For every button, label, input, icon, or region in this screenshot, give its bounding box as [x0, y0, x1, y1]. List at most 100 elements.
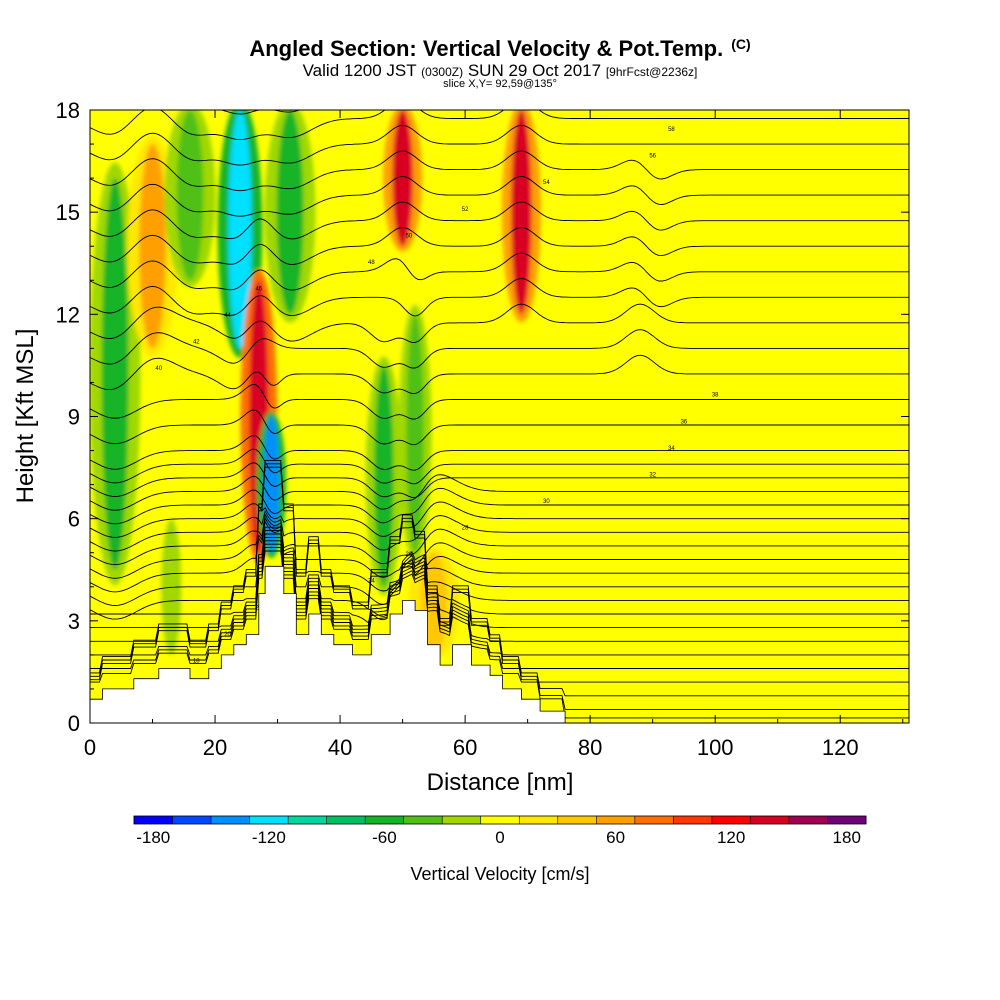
theta-contour-33	[90, 110, 909, 141]
colorbar-swatch-17	[788, 816, 828, 824]
y-tick-label-3: 9	[68, 405, 80, 430]
theta-label-9: 34	[668, 446, 675, 452]
theta-contour-8	[90, 533, 909, 624]
theta-label-2: 20	[224, 632, 231, 638]
velocity-core-8	[374, 365, 394, 587]
colorbar-tick-label-3: 0	[495, 828, 504, 847]
theta-label-5: 26	[406, 552, 413, 558]
theta-contour-20	[90, 435, 909, 471]
y-tick-label-5: 15	[56, 200, 80, 225]
velocity-core-7	[276, 110, 304, 315]
colorbar-swatch-13	[634, 816, 674, 824]
forecast-label: [9hrFcst@2236z]	[605, 65, 698, 79]
theta-label-18: 52	[462, 207, 469, 213]
x-tick-label-4: 80	[578, 735, 602, 760]
colorbar-swatch-4	[288, 816, 327, 824]
x-tick-label-3: 60	[453, 735, 477, 760]
colorbar-tick-label-2: -60	[372, 828, 397, 847]
velocity-core-4	[228, 110, 252, 349]
velocity-core-0	[101, 178, 129, 570]
colorbar-tick-label-0: -180	[136, 828, 170, 847]
colorbar-swatch-16	[750, 816, 790, 824]
copyright-mark: (C)	[731, 36, 751, 52]
theta-contour-21	[90, 409, 909, 446]
chart-subtitle: Valid 1200 JST (0300Z) SUN 29 Oct 2017 […	[0, 61, 1000, 81]
x-tick-label-1: 20	[203, 735, 227, 760]
theta-contour-2	[90, 459, 909, 697]
colorbar-label: Vertical Velocity [cm/s]	[410, 864, 589, 884]
theta-contour-19	[90, 448, 909, 485]
theta-contour-26	[90, 278, 909, 317]
y-tick-label-0: 0	[68, 711, 80, 736]
chart-title: Angled Section: Vertical Velocity & Pot.…	[0, 36, 1000, 62]
valid-utc: (0300Z)	[421, 65, 464, 79]
theta-label-10: 36	[681, 419, 688, 425]
colorbar-swatch-11	[557, 816, 597, 824]
theta-label-6: 28	[462, 526, 469, 532]
velocity-core-1	[139, 144, 166, 349]
theta-contour-15	[90, 501, 909, 538]
x-tick-label-2: 40	[328, 735, 352, 760]
colorbar-swatch-7	[403, 816, 443, 824]
theta-contour-3	[90, 550, 909, 683]
velocity-core-10	[406, 314, 424, 553]
colorbar-swatch-12	[596, 816, 636, 824]
theta-label-1: 18	[193, 658, 200, 664]
chart-title-main: Angled Section: Vertical Velocity & Pot.…	[249, 36, 724, 61]
theta-contour-0	[90, 466, 909, 719]
theta-contour-31	[90, 150, 909, 192]
y-tick-label-6: 18	[56, 98, 80, 123]
valid-date: SUN 29 Oct 2017	[467, 61, 602, 80]
theta-label-8: 32	[649, 472, 656, 478]
theta-contour-1	[90, 463, 909, 710]
theta-label-17: 50	[406, 233, 413, 239]
theta-contour-29	[90, 201, 909, 240]
plot-area: 1618202224262830323436384042444648505254…	[90, 110, 909, 723]
theta-contour-22	[90, 384, 909, 420]
theta-contour-4	[90, 547, 909, 669]
theta-contour-24	[90, 329, 909, 369]
theta-contour-7	[90, 536, 909, 629]
theta-label-15: 46	[255, 286, 262, 292]
theta-label-4: 24	[368, 579, 375, 585]
y-axis-label: Height [Kft MSL]	[12, 329, 39, 504]
theta-contour-5	[90, 543, 909, 656]
velocity-core-15	[579, 110, 663, 417]
theta-contour-32	[90, 124, 909, 166]
colorbar-swatch-2	[211, 816, 250, 824]
colorbar-swatch-3	[249, 816, 289, 824]
valid-prefix: Valid 1200 JST	[302, 61, 417, 80]
y-tick-label-1: 3	[68, 609, 80, 634]
colorbar-swatch-18	[827, 816, 867, 824]
terrain	[90, 565, 909, 723]
theta-label-16: 48	[368, 260, 375, 266]
theta-contour-27	[90, 252, 909, 291]
theta-label-13: 42	[193, 340, 200, 346]
x-tick-label-5: 100	[697, 735, 734, 760]
colorbar-swatch-6	[365, 816, 404, 824]
colorbar: -180 -120 -60 0 60 120 180	[133, 815, 867, 847]
theta-contour-28	[90, 227, 909, 265]
colorbar-tick-label-1: -120	[252, 828, 286, 847]
y-tick-label-2: 6	[68, 507, 80, 532]
theta-contour-23	[90, 354, 909, 395]
theta-contour-17	[90, 474, 909, 511]
theta-contour-25	[90, 303, 909, 343]
theta-label-21: 58	[668, 127, 675, 133]
theta-contour-14	[90, 509, 909, 552]
colorbar-swatch-10	[519, 816, 559, 824]
velocity-core-9	[392, 110, 413, 247]
colorbar-swatch-0	[134, 816, 173, 824]
colorbar-swatch-5	[326, 816, 366, 824]
theta-contour-12	[90, 516, 909, 579]
velocity-core-12	[511, 110, 532, 315]
theta-contour-6	[90, 540, 909, 642]
theta-label-7: 30	[543, 499, 550, 505]
y-tick-label-4: 12	[56, 302, 80, 327]
theta-label-19: 54	[543, 180, 550, 186]
theta-contour-30	[90, 175, 909, 217]
colorbar-swatch-1	[172, 816, 212, 824]
theta-contour-11	[90, 520, 909, 593]
theta-contour-16	[90, 487, 909, 525]
